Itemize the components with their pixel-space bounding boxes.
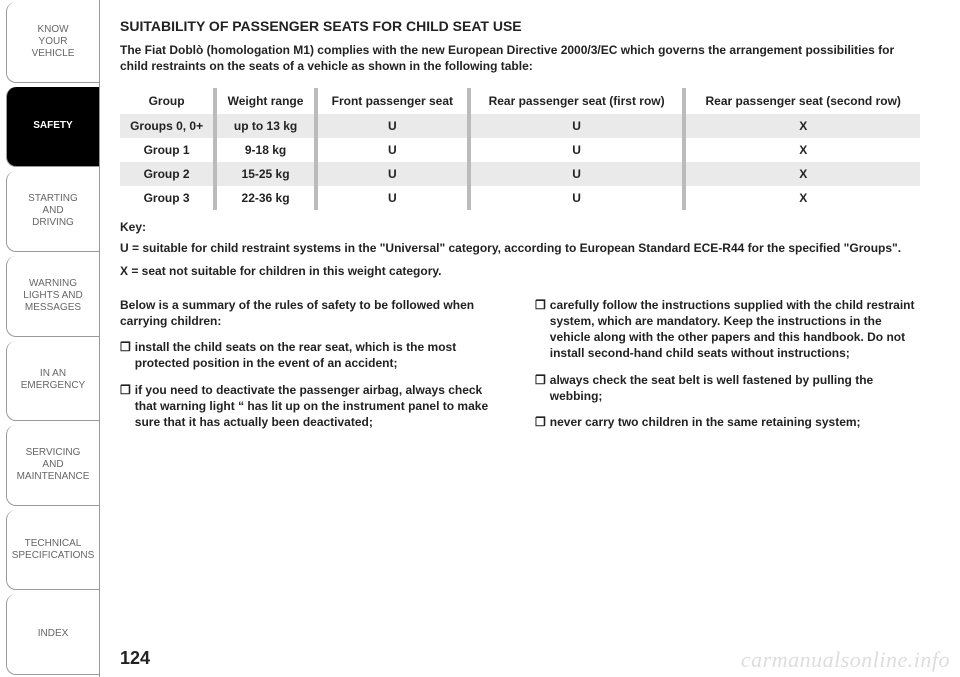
bullet-mark: ❒: [535, 297, 546, 362]
two-column-block: Below is a summary of the rules of safet…: [120, 297, 920, 440]
cell: 22-36 kg: [215, 186, 316, 210]
bullet-text: if you need to deactivate the passenger …: [135, 382, 505, 431]
bullet-mark: ❒: [535, 372, 546, 404]
cell: U: [316, 114, 469, 138]
cell: X: [684, 114, 920, 138]
cell: U: [469, 114, 685, 138]
cell: X: [684, 138, 920, 162]
bullet-text: never carry two children in the same ret…: [550, 414, 861, 430]
sidebar: KNOWYOURVEHICLE SAFETY STARTINGANDDRIVIN…: [0, 0, 100, 677]
right-column: ❒carefully follow the instructions suppl…: [535, 297, 920, 440]
bullet-item: ❒if you need to deactivate the passenger…: [120, 382, 505, 431]
cell: U: [316, 162, 469, 186]
cell: Groups 0, 0+: [120, 114, 215, 138]
bullet-text: carefully follow the instructions suppli…: [550, 297, 920, 362]
bullet-mark: ❒: [535, 414, 546, 430]
cell: U: [469, 186, 685, 210]
tab-label: IN ANEMERGENCY: [21, 368, 85, 392]
page: KNOWYOURVEHICLE SAFETY STARTINGANDDRIVIN…: [0, 0, 960, 677]
table-row: Groups 0, 0+ up to 13 kg U U X: [120, 114, 920, 138]
cell: 15-25 kg: [215, 162, 316, 186]
tab-label: KNOWYOURVEHICLE: [32, 24, 75, 60]
left-lead: Below is a summary of the rules of safet…: [120, 297, 505, 329]
table-row: Group 2 15-25 kg U U X: [120, 162, 920, 186]
bullet-item: ❒always check the seat belt is well fast…: [535, 372, 920, 404]
cell: Group 3: [120, 186, 215, 210]
tab-label: SAFETY: [33, 120, 72, 132]
cell: Group 1: [120, 138, 215, 162]
cell: X: [684, 186, 920, 210]
bullet-text: always check the seat belt is well faste…: [550, 372, 920, 404]
cell: X: [684, 162, 920, 186]
cell: up to 13 kg: [215, 114, 316, 138]
th-weight: Weight range: [215, 88, 316, 114]
bullet-item: ❒carefully follow the instructions suppl…: [535, 297, 920, 362]
bullet-mark: ❒: [120, 339, 131, 371]
table-row: Group 3 22-36 kg U U X: [120, 186, 920, 210]
tab-know-your-vehicle[interactable]: KNOWYOURVEHICLE: [6, 2, 99, 83]
tab-emergency[interactable]: IN ANEMERGENCY: [6, 341, 99, 422]
tab-label: WARNINGLIGHTS ANDMESSAGES: [23, 278, 82, 314]
tab-label: INDEX: [38, 628, 69, 640]
left-column: Below is a summary of the rules of safet…: [120, 297, 505, 440]
th-group: Group: [120, 88, 215, 114]
page-heading: SUITABILITY OF PASSENGER SEATS FOR CHILD…: [120, 18, 920, 34]
cell: U: [469, 138, 685, 162]
bullet-mark: ❒: [120, 382, 131, 431]
bullet-text: install the child seats on the rear seat…: [135, 339, 505, 371]
cell: U: [316, 186, 469, 210]
tab-technical[interactable]: TECHNICALSPECIFICATIONS: [6, 510, 99, 591]
tab-label: TECHNICALSPECIFICATIONS: [12, 538, 95, 562]
table-row: Group 1 9-18 kg U U X: [120, 138, 920, 162]
tab-label: STARTINGANDDRIVING: [28, 193, 78, 229]
tab-servicing[interactable]: SERVICINGANDMAINTENANCE: [6, 425, 99, 506]
tab-starting-driving[interactable]: STARTINGANDDRIVING: [6, 171, 99, 252]
suitability-table: Group Weight range Front passenger seat …: [120, 88, 920, 210]
th-rear2: Rear passenger seat (second row): [684, 88, 920, 114]
th-rear1: Rear passenger seat (first row): [469, 88, 685, 114]
bullet-item: ❒never carry two children in the same re…: [535, 414, 920, 430]
content-area: SUITABILITY OF PASSENGER SEATS FOR CHILD…: [100, 0, 960, 677]
bullet-item: ❒install the child seats on the rear sea…: [120, 339, 505, 371]
table-header-row: Group Weight range Front passenger seat …: [120, 88, 920, 114]
tab-warning-lights[interactable]: WARNINGLIGHTS ANDMESSAGES: [6, 256, 99, 337]
key-u: U = suitable for child restraint systems…: [120, 240, 920, 256]
watermark: carmanualsonline.info: [741, 647, 950, 673]
tab-label: SERVICINGANDMAINTENANCE: [17, 447, 90, 483]
intro-text: The Fiat Doblò (homologation M1) complie…: [120, 42, 920, 74]
cell: U: [316, 138, 469, 162]
cell: Group 2: [120, 162, 215, 186]
cell: 9-18 kg: [215, 138, 316, 162]
page-number: 124: [120, 648, 150, 669]
cell: U: [469, 162, 685, 186]
key-x: X = seat not suitable for children in th…: [120, 263, 920, 279]
th-front: Front passenger seat: [316, 88, 469, 114]
key-label: Key:: [120, 220, 920, 234]
tab-index[interactable]: INDEX: [6, 594, 99, 675]
tab-safety[interactable]: SAFETY: [6, 87, 99, 168]
